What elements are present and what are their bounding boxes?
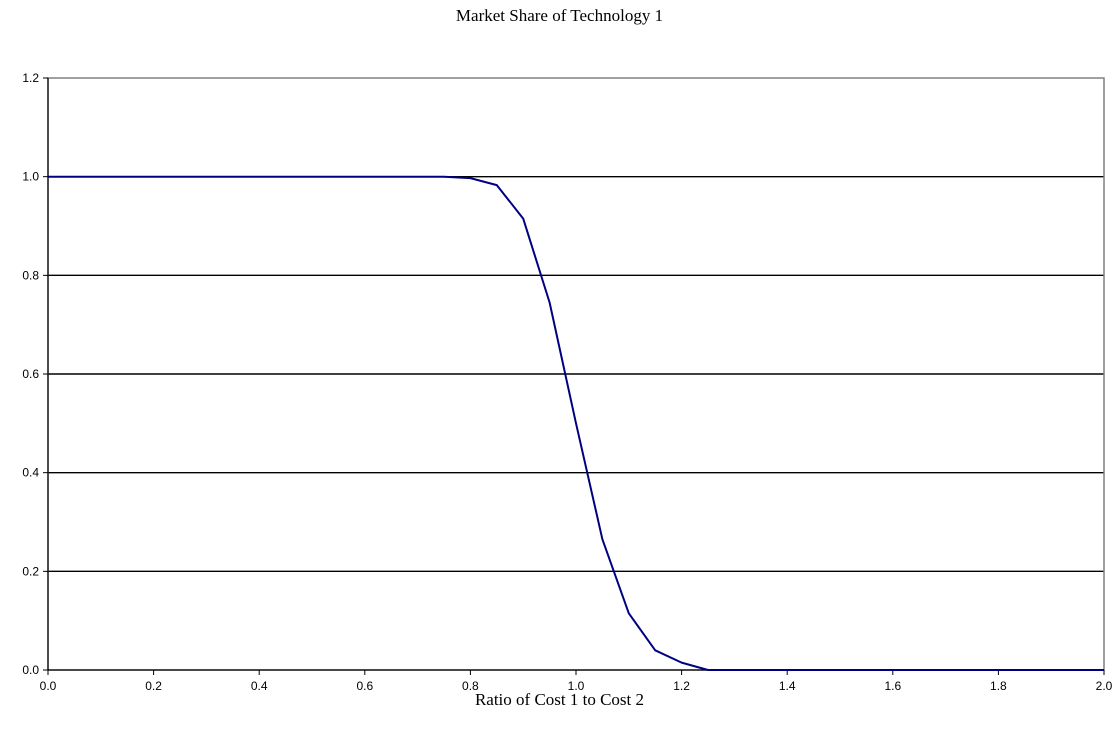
x-tick-label: 0.6 (356, 679, 373, 693)
series-line (48, 175, 1104, 671)
x-tick-label: 1.0 (568, 679, 585, 693)
x-tick-label: 1.4 (779, 679, 796, 693)
x-tick-label: 1.6 (884, 679, 901, 693)
x-axis-title: Ratio of Cost 1 to Cost 2 (474, 690, 645, 709)
x-tick-label: 2.0 (1096, 679, 1113, 693)
y-tick-label: 1.2 (22, 71, 39, 85)
x-tick-label: 1.8 (990, 679, 1007, 693)
chart-title: Market Share of Technology 1 (455, 6, 664, 25)
series-layer (48, 175, 1104, 671)
gridlines (48, 175, 1104, 573)
x-tick-label: 0.0 (40, 679, 57, 693)
x-tick-label: 0.8 (462, 679, 479, 693)
y-tick-label: 1.0 (22, 170, 39, 184)
x-tick-label: 0.2 (145, 679, 162, 693)
y-axis-ticks: 0.0 0.2 0.4 0.6 0.8 1.0 1.2 (22, 71, 48, 677)
x-axis-ticks: 0.0 0.2 0.4 0.6 0.8 1.0 1.2 1.4 1.6 1.8 2.0 (40, 670, 1113, 693)
y-tick-label: 0.6 (22, 367, 39, 381)
x-tick-label: 0.4 (251, 679, 268, 693)
y-tick-label: 0.4 (22, 466, 39, 480)
y-tick-label: 0.8 (22, 268, 39, 282)
y-tick-label: 0.0 (22, 663, 39, 677)
x-tick-label: 1.2 (673, 679, 690, 693)
y-tick-label: 0.2 (22, 564, 39, 578)
